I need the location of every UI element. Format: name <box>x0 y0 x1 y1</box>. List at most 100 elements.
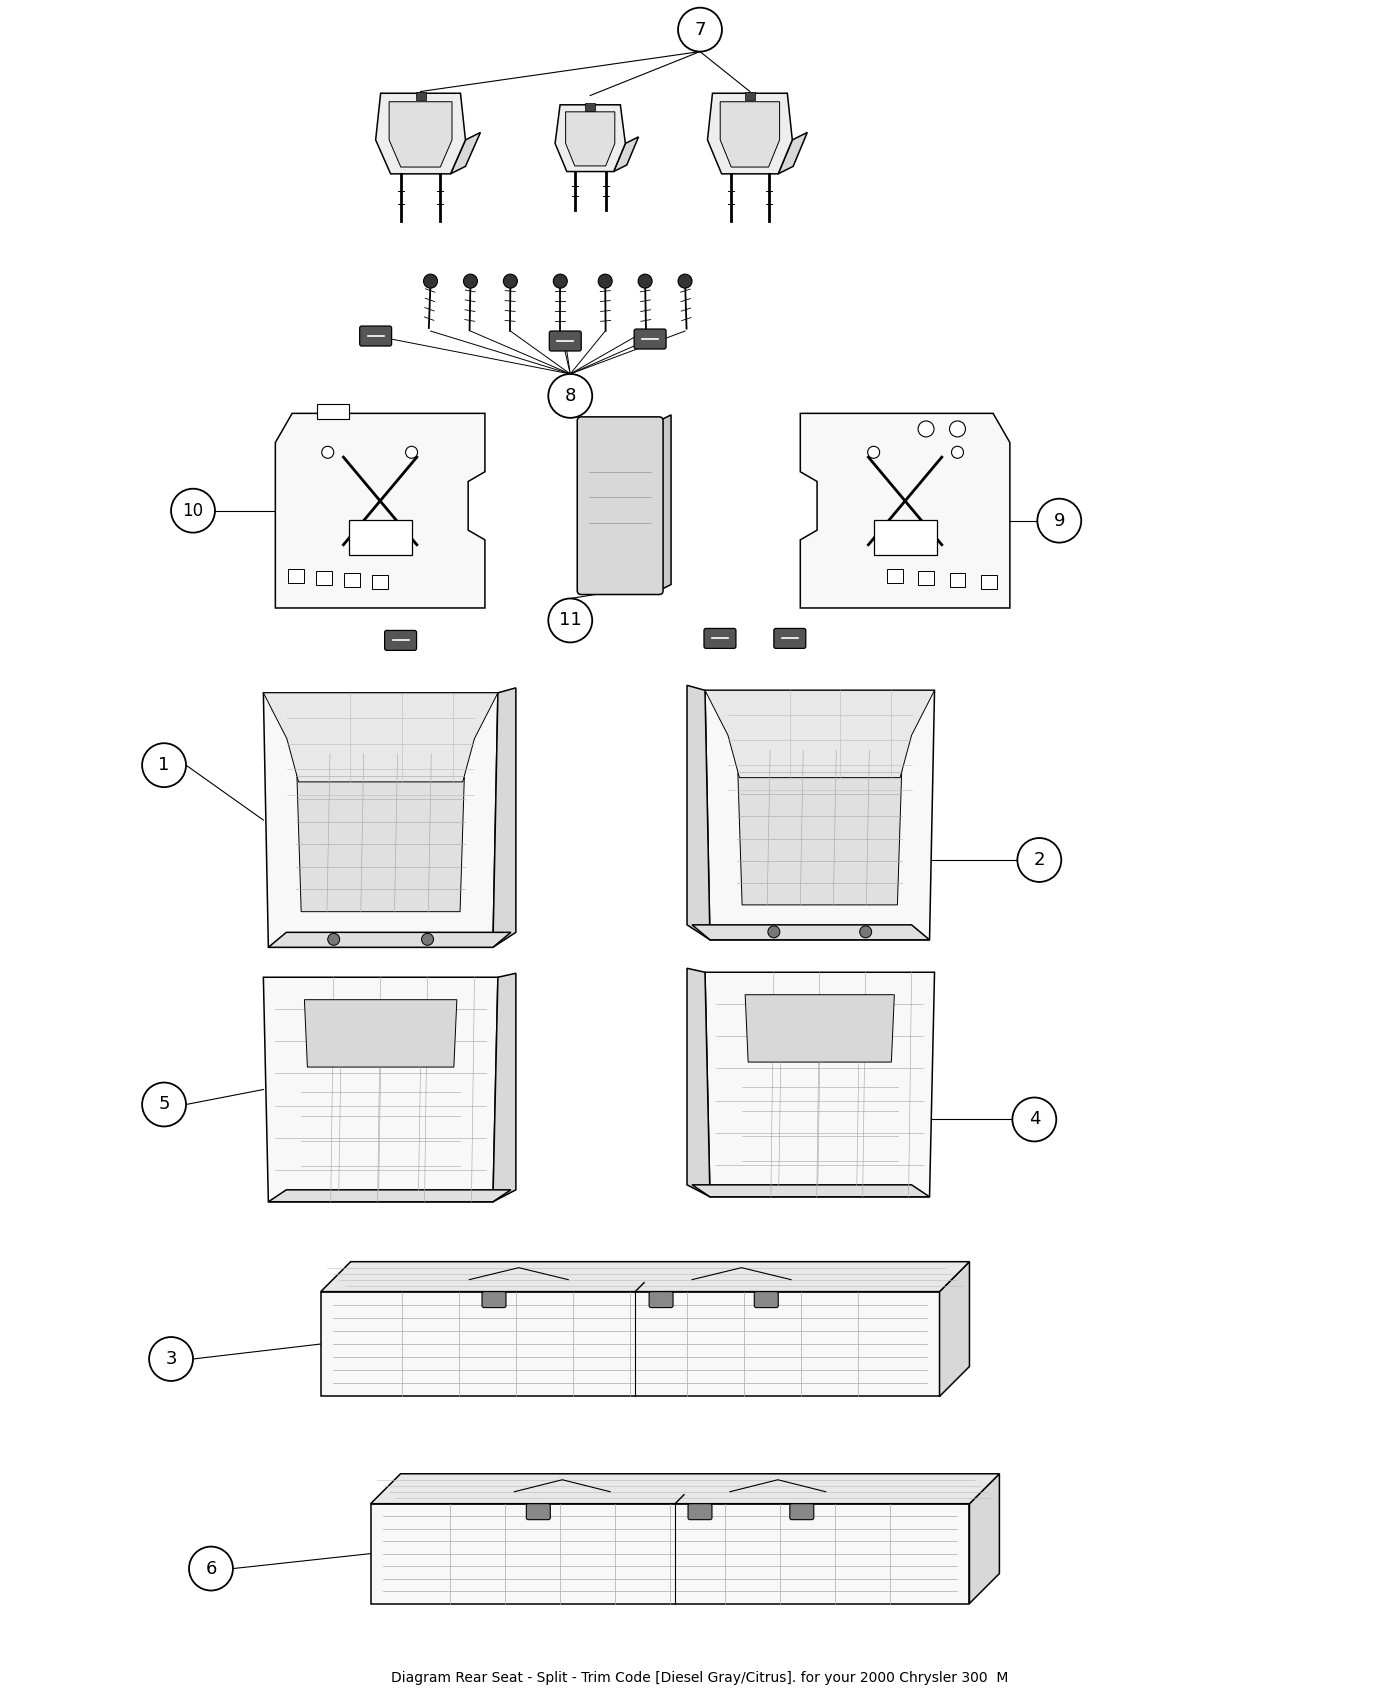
Polygon shape <box>276 413 484 609</box>
Bar <box>981 575 997 588</box>
Polygon shape <box>687 685 710 940</box>
Circle shape <box>148 1336 193 1380</box>
Text: 9: 9 <box>1054 512 1065 530</box>
Text: 10: 10 <box>182 502 203 520</box>
Circle shape <box>322 447 333 459</box>
Circle shape <box>504 274 518 287</box>
Polygon shape <box>493 974 515 1202</box>
FancyBboxPatch shape <box>687 1504 713 1520</box>
FancyBboxPatch shape <box>360 326 392 347</box>
Polygon shape <box>371 1474 1000 1505</box>
Text: 8: 8 <box>564 388 575 405</box>
Bar <box>918 571 934 585</box>
Polygon shape <box>297 753 465 911</box>
Polygon shape <box>371 1504 969 1603</box>
Circle shape <box>767 927 780 938</box>
Circle shape <box>421 933 434 945</box>
Circle shape <box>424 274 438 287</box>
Bar <box>288 570 304 583</box>
FancyBboxPatch shape <box>790 1504 813 1520</box>
Polygon shape <box>969 1474 1000 1603</box>
Polygon shape <box>706 972 935 1197</box>
Circle shape <box>638 274 652 287</box>
Circle shape <box>406 447 417 459</box>
Polygon shape <box>707 94 792 173</box>
Circle shape <box>678 8 722 51</box>
FancyBboxPatch shape <box>549 332 581 350</box>
Circle shape <box>143 1083 186 1127</box>
FancyBboxPatch shape <box>526 1504 550 1520</box>
Text: 2: 2 <box>1033 852 1044 869</box>
Polygon shape <box>778 133 808 173</box>
Text: 3: 3 <box>165 1350 176 1368</box>
Text: 11: 11 <box>559 612 581 629</box>
Circle shape <box>678 274 692 287</box>
Circle shape <box>553 274 567 287</box>
Polygon shape <box>692 925 930 940</box>
Bar <box>886 570 903 583</box>
FancyBboxPatch shape <box>577 416 664 595</box>
Polygon shape <box>263 694 498 947</box>
Circle shape <box>949 422 966 437</box>
Bar <box>416 92 426 100</box>
Polygon shape <box>659 415 671 590</box>
Polygon shape <box>939 1261 969 1396</box>
Polygon shape <box>706 690 935 777</box>
Circle shape <box>1018 838 1061 882</box>
Polygon shape <box>321 1292 939 1396</box>
Polygon shape <box>613 138 638 172</box>
Polygon shape <box>304 1000 456 1068</box>
Bar <box>949 573 966 586</box>
Bar <box>349 520 412 556</box>
Bar <box>585 104 595 112</box>
Polygon shape <box>451 133 480 173</box>
FancyBboxPatch shape <box>634 330 666 348</box>
Circle shape <box>463 274 477 287</box>
Polygon shape <box>263 977 498 1202</box>
Text: 7: 7 <box>694 20 706 39</box>
Circle shape <box>860 927 872 938</box>
Polygon shape <box>269 932 511 947</box>
FancyBboxPatch shape <box>482 1292 505 1307</box>
Circle shape <box>143 743 186 787</box>
FancyBboxPatch shape <box>704 629 736 648</box>
Bar <box>745 92 755 100</box>
Polygon shape <box>720 102 780 167</box>
FancyBboxPatch shape <box>774 629 806 648</box>
Polygon shape <box>738 750 903 904</box>
Circle shape <box>952 447 963 459</box>
Polygon shape <box>566 112 615 167</box>
Text: 1: 1 <box>158 756 169 774</box>
Text: 5: 5 <box>158 1095 169 1114</box>
Circle shape <box>598 274 612 287</box>
Circle shape <box>549 598 592 643</box>
Text: 4: 4 <box>1029 1110 1040 1129</box>
Polygon shape <box>263 694 498 782</box>
FancyBboxPatch shape <box>385 631 417 651</box>
Polygon shape <box>321 1261 969 1292</box>
Polygon shape <box>269 1190 511 1202</box>
Circle shape <box>1037 498 1081 542</box>
Circle shape <box>171 488 216 532</box>
Bar <box>372 575 388 588</box>
Text: 6: 6 <box>206 1559 217 1578</box>
FancyBboxPatch shape <box>650 1292 673 1307</box>
Polygon shape <box>389 102 452 167</box>
Polygon shape <box>692 1185 930 1197</box>
Polygon shape <box>706 690 935 940</box>
Bar <box>316 571 332 585</box>
Bar <box>344 573 360 586</box>
Circle shape <box>189 1547 232 1591</box>
Circle shape <box>868 447 879 459</box>
Polygon shape <box>493 688 515 947</box>
Text: Diagram Rear Seat - Split - Trim Code [Diesel Gray/Citrus]. for your 2000 Chrysl: Diagram Rear Seat - Split - Trim Code [D… <box>392 1671 1008 1685</box>
Polygon shape <box>554 105 626 172</box>
Bar <box>318 403 349 420</box>
Polygon shape <box>687 969 710 1197</box>
Circle shape <box>328 933 340 945</box>
Polygon shape <box>745 994 895 1062</box>
Polygon shape <box>375 94 465 173</box>
Circle shape <box>918 422 934 437</box>
Polygon shape <box>801 413 1009 609</box>
FancyBboxPatch shape <box>755 1292 778 1307</box>
